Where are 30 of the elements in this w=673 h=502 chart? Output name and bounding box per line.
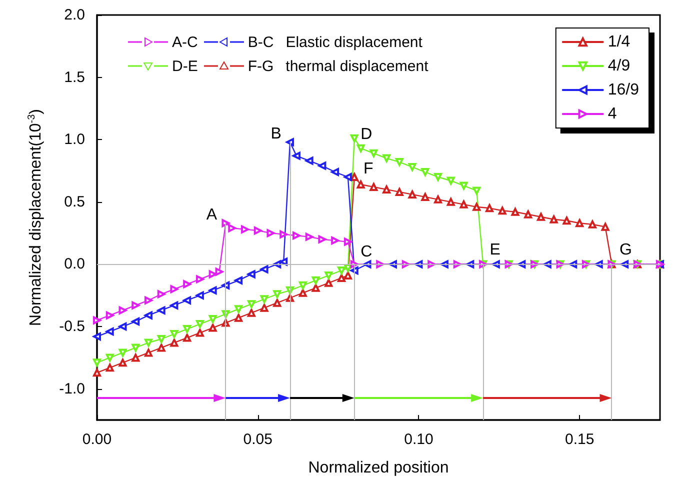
x-tick-label: 0.15 bbox=[564, 431, 594, 448]
legend-label: 4/9 bbox=[608, 58, 630, 74]
y-tick-label: 2.0 bbox=[64, 6, 85, 24]
annotation: D-E bbox=[172, 58, 198, 74]
y-tick-label: -0.5 bbox=[59, 318, 85, 336]
y-axis-title: Normalized displacement(10-3) bbox=[26, 109, 44, 326]
x-axis-title: Normalized position bbox=[308, 460, 449, 476]
y-tick-label: 0.5 bbox=[64, 193, 85, 210]
y-tick-label: 1.0 bbox=[64, 131, 85, 148]
annotation: A-C bbox=[172, 34, 198, 50]
annotation: G bbox=[620, 242, 632, 259]
y-tick-label: 1.5 bbox=[64, 68, 85, 86]
annotation: E bbox=[490, 242, 500, 259]
x-tick-label: 0.10 bbox=[404, 431, 434, 448]
annotation: A bbox=[206, 206, 218, 224]
annotation: thermal displacement bbox=[286, 58, 428, 74]
annotation: Elastic displacement bbox=[286, 34, 422, 50]
legend-label: 4 bbox=[608, 106, 617, 122]
legend-label: 1/4 bbox=[608, 34, 630, 50]
x-tick-label: 0.05 bbox=[243, 431, 272, 448]
annotation: F-G bbox=[248, 58, 274, 74]
annotation: C bbox=[360, 244, 372, 261]
annotation: B-C bbox=[248, 34, 274, 50]
y-tick-label: -1.0 bbox=[59, 380, 85, 398]
y-tick-label: 0.0 bbox=[64, 256, 85, 273]
annotation: D bbox=[360, 126, 372, 143]
legend-label: 16/9 bbox=[608, 82, 640, 98]
annotation: B bbox=[270, 126, 282, 143]
annotation: F bbox=[363, 160, 374, 178]
x-tick-label: 0.00 bbox=[82, 431, 112, 448]
